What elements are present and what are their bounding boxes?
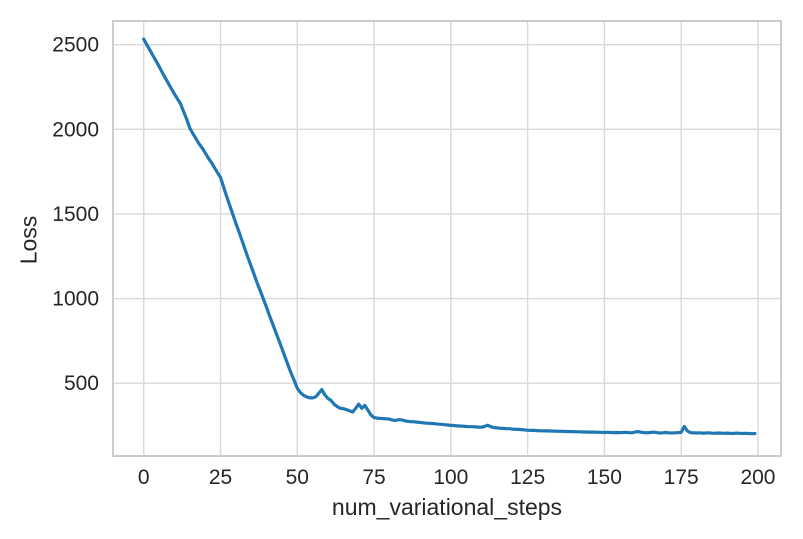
x-tick-labels: 0 25 50 75 100 125 150 175 200 <box>138 466 776 489</box>
y-tick-labels: 500 1000 1500 2000 2500 <box>52 34 99 396</box>
loss-line <box>142 37 757 436</box>
y-axis-label: Loss <box>15 215 42 265</box>
x-tick-label: 125 <box>510 466 545 489</box>
plot-border <box>112 20 782 457</box>
axes-spines <box>112 20 782 457</box>
x-tick-label: 175 <box>664 466 699 489</box>
y-tick-label: 1500 <box>52 203 99 226</box>
x-axis-label: num_variational_steps <box>331 494 563 520</box>
x-tick-label: 25 <box>209 466 232 489</box>
loss-line-series <box>142 37 757 436</box>
x-tick-label: 75 <box>362 466 385 489</box>
y-tick-label: 2500 <box>52 34 99 57</box>
y-tick-label: 2000 <box>52 118 99 141</box>
x-tick-label: 0 <box>138 466 150 489</box>
x-tick-label: 150 <box>587 466 622 489</box>
grid-lines <box>113 21 781 456</box>
x-tick-label: 200 <box>740 466 775 489</box>
x-tick-label: 100 <box>433 466 468 489</box>
x-tick-label: 50 <box>286 466 309 489</box>
y-tick-label: 500 <box>64 372 99 395</box>
y-tick-label: 1000 <box>52 288 99 311</box>
